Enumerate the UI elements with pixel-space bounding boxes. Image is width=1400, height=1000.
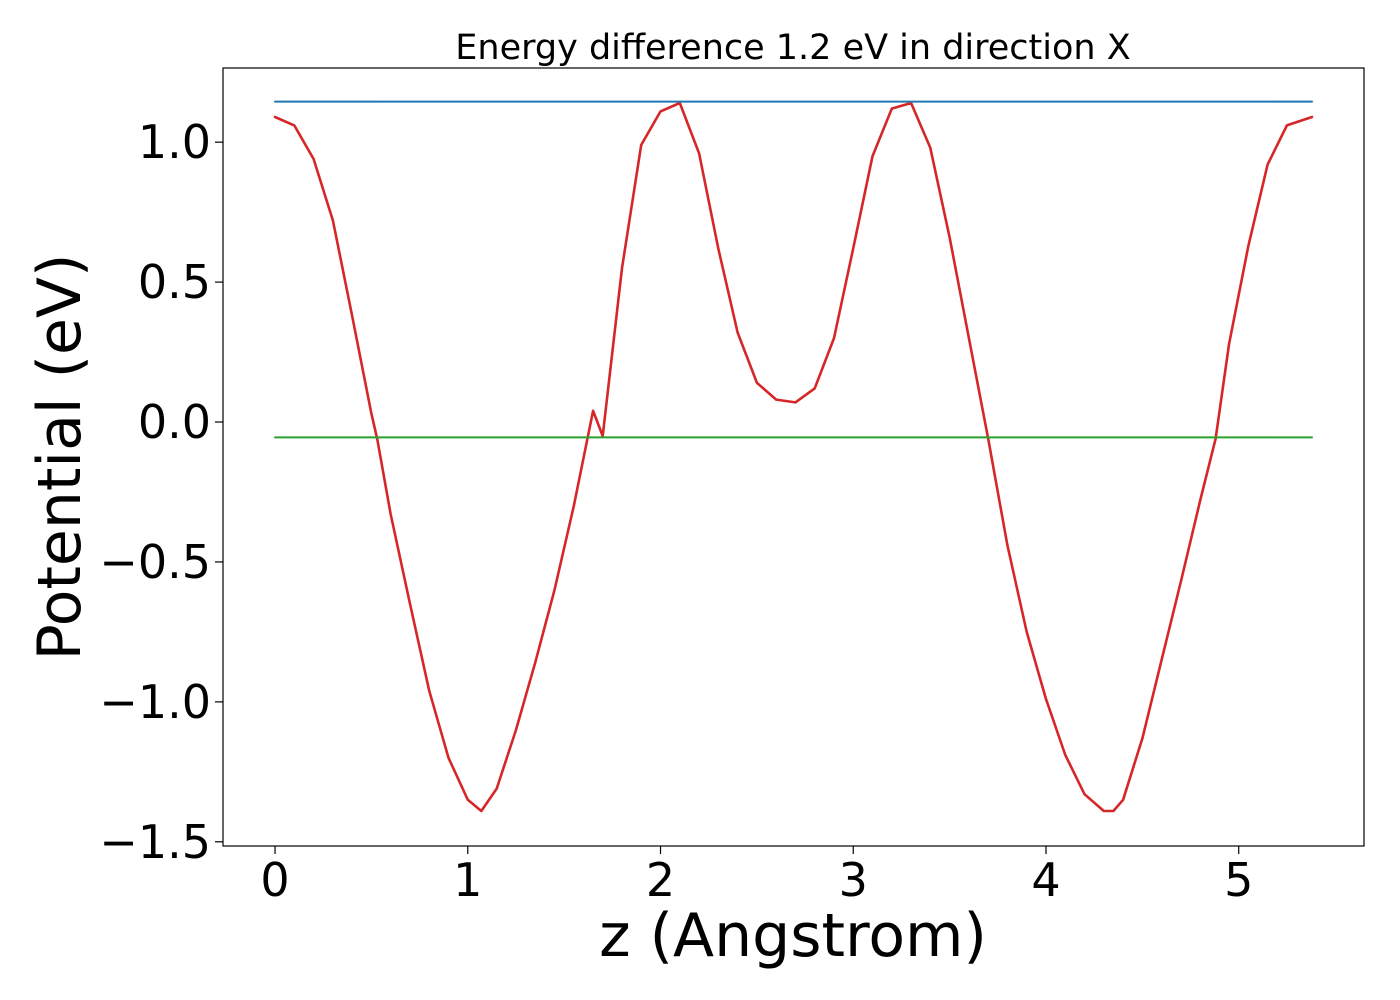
x-axis-title: z (Angstrom) [599,901,987,971]
y-axis-ticks: −1.5 −1.0 −0.5 0.0 0.5 1.0 [99,115,223,869]
x-tick-label: 4 [1031,853,1060,907]
x-tick-label: 1 [453,853,482,907]
y-tick-label: −1.5 [99,815,211,869]
x-tick-label: 2 [646,853,675,907]
chart-title: Energy difference 1.2 eV in direction X [455,28,1130,68]
x-tick-label: 0 [260,853,289,907]
plot-area-frame [222,67,1365,847]
y-axis-title: Potential (eV) [25,254,95,661]
x-axis-ticks: 0 1 2 3 4 5 [260,846,1253,907]
y-tick-label: 0.0 [138,395,211,449]
series-layer [273,100,1314,813]
y-tick-label: −0.5 [99,535,211,589]
y-tick-label: −1.0 [99,675,211,729]
x-tick-label: 5 [1224,853,1253,907]
y-tick-label: 0.5 [138,255,211,309]
series-line-1 [273,101,1314,813]
y-tick-label: 1.0 [138,115,211,169]
x-tick-label: 3 [839,853,868,907]
